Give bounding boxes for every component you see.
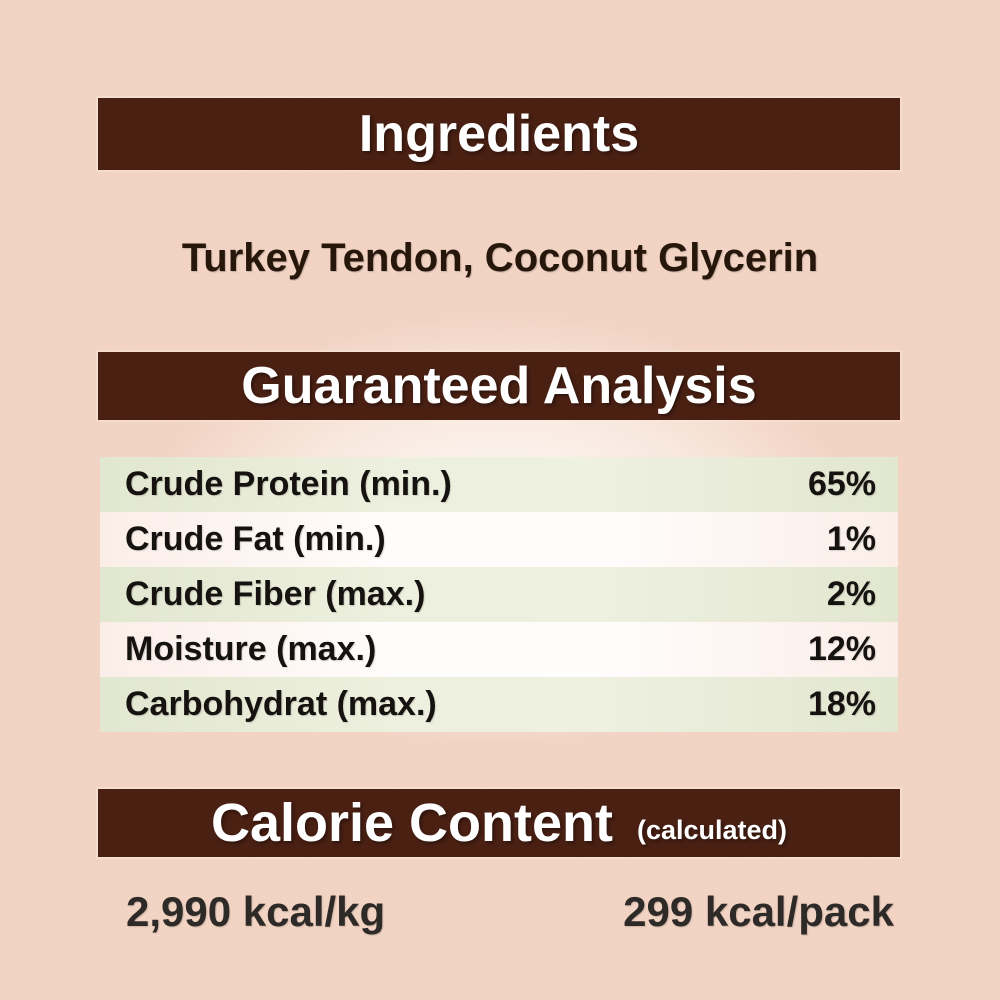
guaranteed-analysis-header-bar: Guaranteed Analysis <box>98 352 900 420</box>
ingredients-header-title: Ingredients <box>358 105 640 163</box>
nutrient-label: Crude Fat (min.) <box>125 520 386 558</box>
nutrient-label: Crude Fiber (max.) <box>125 575 426 613</box>
nutrient-label: Crude Protein (min.) <box>125 465 452 503</box>
calorie-content-header-title: Calorie Content <box>210 793 613 853</box>
table-row: Crude Protein (min.) 65% <box>100 457 898 512</box>
nutrient-label: Carbohydrat (max.) <box>125 685 437 723</box>
table-row: Carbohydrat (max.) 18% <box>100 677 898 732</box>
guaranteed-analysis-header-title: Guaranteed Analysis <box>241 357 757 415</box>
nutrient-value: 12% <box>807 630 876 668</box>
calorie-values-row: 2,990 kcal/kg 299 kcal/pack <box>98 888 900 936</box>
nutrient-label: Moisture (max.) <box>125 630 377 668</box>
ingredients-list: Turkey Tendon, Coconut Glycerin <box>181 236 819 280</box>
ingredients-header-bar: Ingredients <box>98 98 900 170</box>
calories-per-pack: 299 kcal/pack <box>623 888 894 935</box>
calorie-content-header-bar: Calorie Content (calculated) <box>98 789 900 857</box>
nutrient-value: 1% <box>826 520 876 558</box>
table-row: Moisture (max.) 12% <box>100 622 898 677</box>
guaranteed-analysis-table: Crude Protein (min.) 65% Crude Fat (min.… <box>100 457 898 732</box>
table-row: Crude Fat (min.) 1% <box>100 512 898 567</box>
nutrient-value: 65% <box>807 465 876 503</box>
calorie-content-qualifier: (calculated) <box>636 814 788 845</box>
calories-per-kg: 2,990 kcal/kg <box>126 888 386 935</box>
nutrient-value: 2% <box>826 575 876 613</box>
nutrient-value: 18% <box>807 685 876 723</box>
table-row: Crude Fiber (max.) 2% <box>100 567 898 622</box>
